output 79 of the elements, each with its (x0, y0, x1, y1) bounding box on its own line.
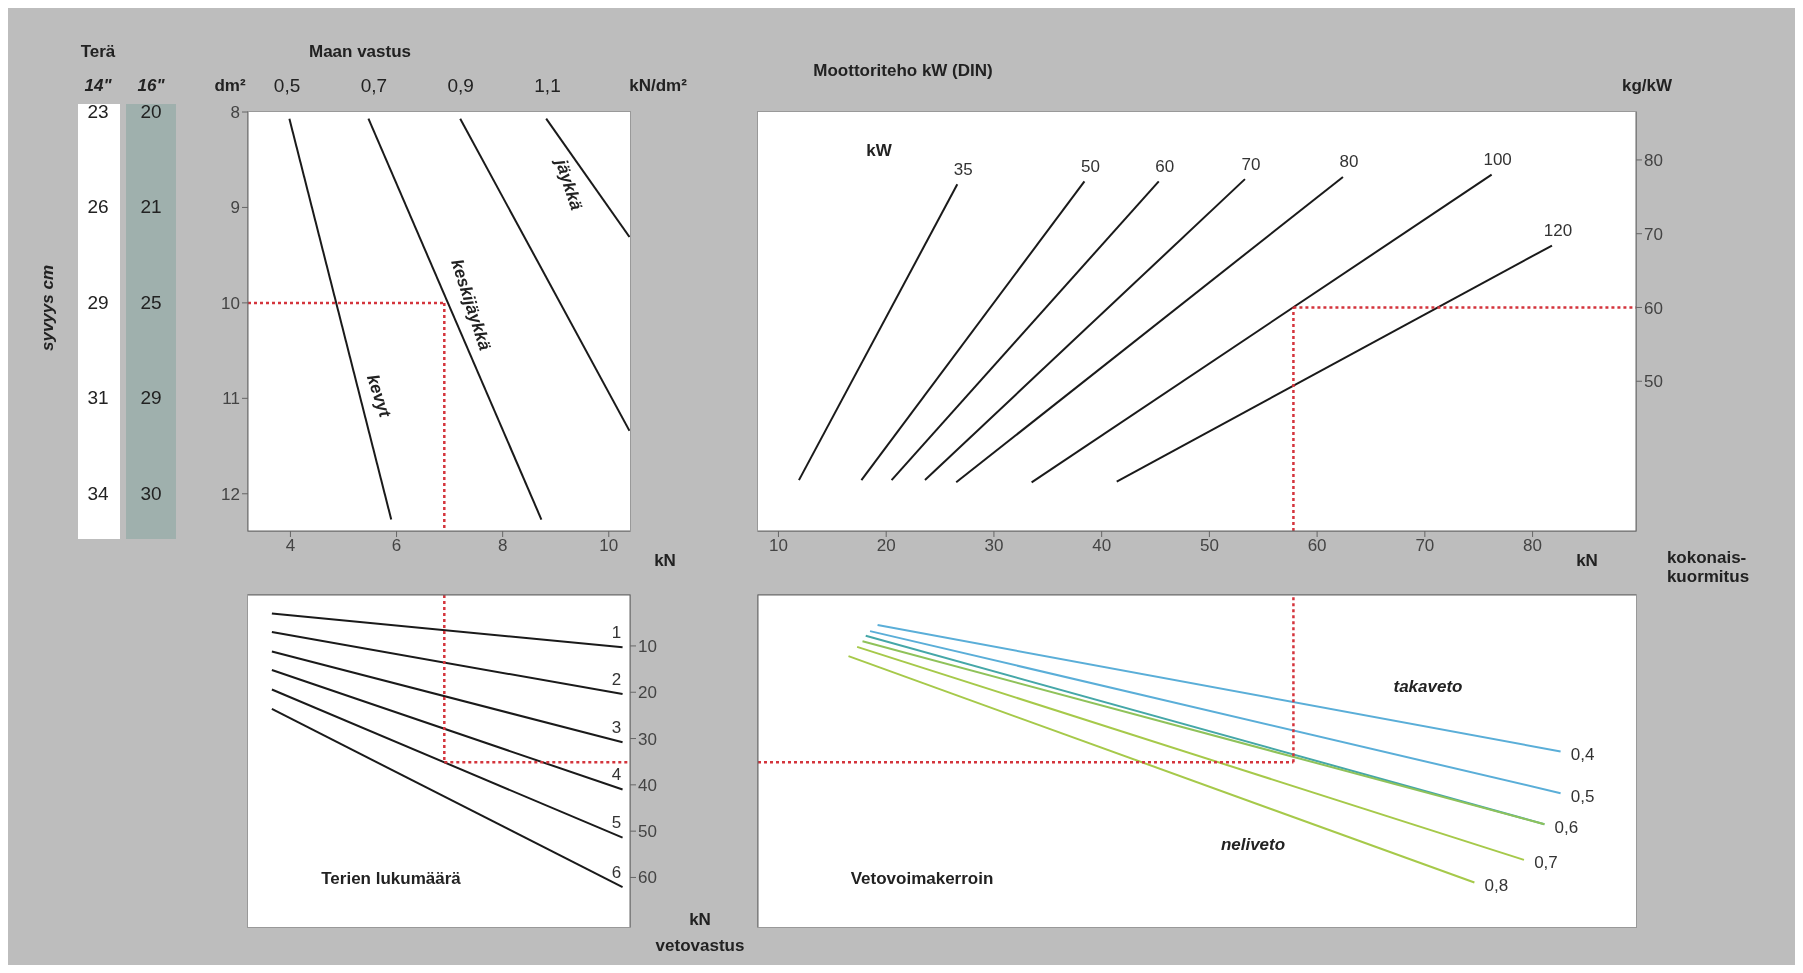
series-label: 0,5 (1570, 786, 1595, 806)
y-tick-label: 11 (222, 389, 240, 409)
y-tick-label: 12 (221, 484, 240, 504)
text: 31 (87, 386, 109, 409)
series-label: 0,4 (1570, 744, 1595, 764)
y-tick-label: 60 (638, 868, 657, 888)
x-tick-label: 40 (1092, 536, 1112, 556)
annotation: Terien lukumäärä (321, 868, 461, 889)
series-label: 0,6 (1554, 817, 1579, 837)
y-tick-label: 70 (1644, 224, 1663, 244)
annotation: kevyt (362, 372, 395, 420)
y-tick-label: 8 (230, 103, 240, 123)
x2-tick-label: 1,1 (534, 74, 561, 97)
x-tick-label: 10 (599, 536, 619, 556)
x-tick-label: 60 (1307, 536, 1327, 556)
y-tick-label: 30 (638, 729, 657, 749)
annotation: Vetovoimakerroin (850, 868, 994, 889)
x2-tick-label: 0,9 (447, 74, 474, 97)
series-label: 0,8 (1484, 876, 1509, 896)
text: Terä (80, 41, 116, 62)
y-axis-title: kg/kW (1621, 75, 1673, 96)
y-tick-label: 9 (230, 198, 240, 218)
series-label: 3 (611, 717, 622, 737)
annotation: neliveto (1220, 834, 1286, 855)
text: vetovastus (655, 935, 745, 956)
text: 21 (140, 195, 162, 218)
x2-tick-label: 0,5 (273, 74, 301, 97)
chart-title: Moottoriteho kW (DIN) (813, 60, 993, 81)
y-tick-label: 80 (1644, 150, 1663, 170)
y-tick-label: 20 (638, 683, 657, 703)
series-label: 1 (611, 622, 622, 642)
y-tick-label: 40 (638, 775, 657, 795)
text: syvyys cm (37, 264, 58, 352)
annotation: takaveto (1393, 676, 1463, 697)
text: 23 (87, 100, 109, 123)
text: 30 (140, 482, 162, 505)
text: 16" (137, 75, 165, 96)
x-tick-label: 4 (285, 536, 296, 556)
text: 34 (87, 482, 109, 505)
x-tick-label: 70 (1415, 536, 1435, 556)
series-label: 60 (1155, 156, 1175, 176)
x-tick-label: 10 (769, 536, 788, 556)
y-tick-label: 50 (1644, 372, 1663, 392)
x-tick-label: 50 (1199, 536, 1219, 556)
x-tick-label: 20 (876, 536, 896, 556)
series-label: 6 (611, 862, 622, 882)
x-tick-label: 6 (391, 536, 402, 556)
y-tick-label: 60 (1644, 298, 1663, 318)
x-axis-title: kN (1576, 550, 1598, 571)
text: kN/dm² (629, 75, 687, 96)
x-tick-label: 80 (1523, 536, 1543, 556)
series-label: 35 (953, 159, 973, 179)
text: kokonais-kuormitus (1666, 548, 1750, 587)
series-label: 50 (1080, 156, 1100, 176)
y-tick-label: 10 (638, 636, 657, 656)
text: 26 (87, 195, 109, 218)
series-label: 100 (1483, 150, 1512, 170)
text: 14" (84, 75, 112, 96)
x-axis-title: kN (654, 550, 676, 571)
x-tick-label: 8 (497, 536, 508, 556)
series-label: 2 (611, 669, 622, 689)
text: 25 (140, 291, 162, 314)
y-axis-title: dm² (214, 75, 246, 96)
x2-axis-title: Maan vastus (308, 41, 412, 62)
series-label: 70 (1241, 154, 1261, 174)
x2-tick-label: 0,7 (360, 74, 388, 97)
y-axis-title: kN (689, 909, 711, 930)
text: 29 (87, 291, 109, 314)
series-label: 5 (611, 813, 622, 833)
y-tick-label: 50 (638, 822, 657, 842)
series-label: 80 (1339, 152, 1359, 172)
text: 20 (140, 100, 162, 123)
annotation: kW (866, 140, 892, 161)
y-tick-label: 10 (221, 293, 240, 313)
series-label: 4 (611, 764, 622, 784)
series-label: 0,7 (1534, 853, 1558, 873)
text: 29 (140, 386, 162, 409)
x-tick-label: 30 (984, 536, 1004, 556)
series-label: 120 (1543, 221, 1573, 240)
